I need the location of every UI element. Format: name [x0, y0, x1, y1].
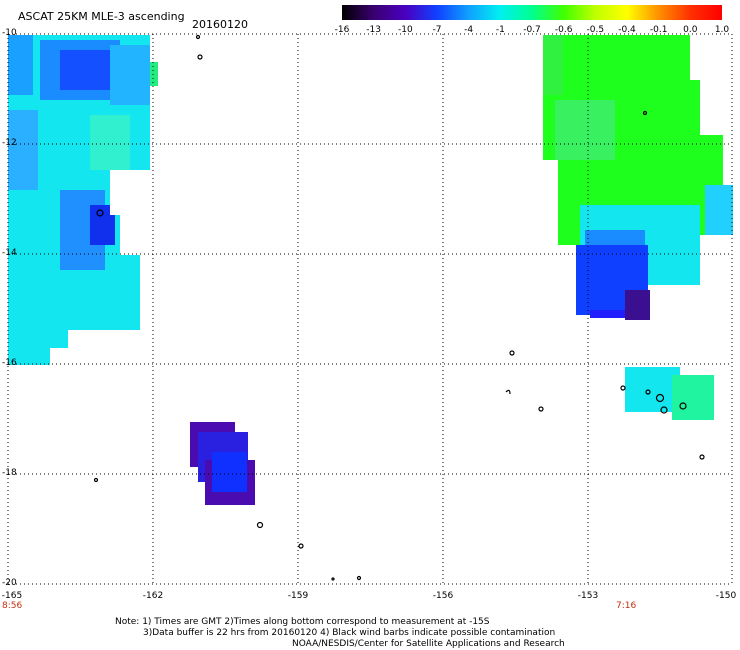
colorbar-tick: -0.4	[618, 25, 636, 35]
colorbar-tick: -4	[464, 25, 474, 35]
patch-purple	[190, 422, 255, 505]
colorbar-gradient	[342, 5, 722, 20]
colorbar-tick: 1.0	[714, 25, 730, 35]
map-grid	[7, 33, 733, 585]
y-tick-label: -16	[2, 358, 17, 368]
patch-cyan	[625, 367, 680, 412]
y-tick-label: -20	[2, 578, 17, 588]
colorbar-tick: -1	[495, 25, 505, 35]
x-tick-label: -165	[1, 591, 23, 601]
time-label-left: 8:56	[2, 601, 23, 611]
y-tick-label: -14	[2, 248, 17, 258]
colorbar-tick: -0.5	[586, 25, 605, 35]
colorbar-fill	[342, 5, 722, 20]
colorbar-tick: -0.7	[523, 25, 541, 35]
x-tick-label: -156	[432, 591, 454, 601]
colorbar	[342, 5, 722, 20]
map-date: 20160120	[192, 18, 248, 31]
time-label-right: 7:16	[616, 601, 637, 611]
x-tick-label: -150	[715, 591, 737, 601]
y-tick-label: -10	[2, 28, 17, 38]
colorbar-tick-labels: -16 -13 -10 -7 -4 -1 -0.7 -0.6 -0.5 -0.4…	[335, 25, 730, 37]
island-outlines	[93, 34, 705, 581]
colorbar-tick: -13	[366, 25, 382, 35]
y-tick-label: -18	[2, 468, 17, 478]
x-tick-label: -162	[142, 591, 164, 601]
swath-left	[8, 35, 158, 368]
colorbar-tick: -0.6	[554, 25, 573, 35]
map-title: ASCAT 25KM MLE-3 ascending	[18, 10, 185, 23]
colorbar-tick: -7	[432, 25, 442, 35]
patch-mint	[672, 375, 714, 420]
note-line-1: Note: 1) Times are GMT 2)Times along bot…	[115, 617, 490, 627]
x-tick-label: -159	[287, 591, 309, 601]
swath-right-green	[543, 35, 740, 325]
note-line-2: 3)Data buffer is 22 hrs from 20160120 4)…	[143, 628, 556, 638]
x-tick-label: -153	[577, 591, 599, 601]
note-line-3: NOAA/NESDIS/Center for Satellite Applica…	[292, 639, 565, 649]
colorbar-tick: -0.1	[649, 25, 668, 35]
colorbar-tick: -16	[334, 25, 350, 35]
colorbar-tick: -10	[397, 25, 413, 35]
colorbar-tick: 0.0	[683, 25, 698, 35]
y-tick-label: -12	[2, 138, 17, 148]
